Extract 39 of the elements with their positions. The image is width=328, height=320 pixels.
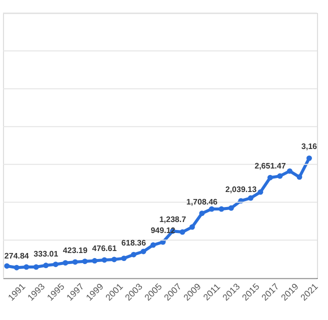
point bbox=[248, 195, 254, 201]
point bbox=[52, 262, 58, 268]
point bbox=[92, 258, 98, 264]
point bbox=[296, 174, 302, 180]
point bbox=[180, 229, 186, 235]
point bbox=[218, 206, 224, 212]
point bbox=[286, 168, 292, 174]
point bbox=[102, 257, 108, 263]
point bbox=[62, 260, 68, 266]
point bbox=[72, 259, 78, 265]
point bbox=[267, 174, 273, 180]
point bbox=[82, 258, 88, 264]
point bbox=[43, 262, 49, 268]
point bbox=[140, 248, 146, 254]
data-label: 1,238.7 bbox=[159, 215, 187, 224]
point bbox=[33, 264, 39, 270]
point bbox=[199, 210, 205, 216]
point bbox=[111, 256, 117, 262]
data-label: 2,651.47 bbox=[254, 162, 286, 171]
point bbox=[150, 242, 156, 248]
data-label: 2,039.13 bbox=[225, 184, 258, 194]
point bbox=[189, 224, 195, 230]
data-label: 333.01 bbox=[34, 249, 59, 258]
point bbox=[4, 263, 10, 269]
point bbox=[306, 155, 312, 161]
point bbox=[228, 205, 234, 211]
point bbox=[14, 264, 20, 270]
point bbox=[277, 173, 283, 179]
data-label: 423.19 bbox=[62, 246, 88, 255]
point bbox=[258, 189, 264, 195]
point bbox=[208, 206, 214, 212]
data-label: 274.84 bbox=[4, 252, 30, 261]
point bbox=[130, 252, 136, 258]
data-label: 1,708.46 bbox=[186, 197, 218, 206]
point bbox=[121, 256, 127, 262]
data-label: 476.61 bbox=[92, 244, 118, 253]
data-label: 618.36 bbox=[121, 238, 146, 248]
annotation: 3,16 bbox=[301, 142, 318, 152]
point bbox=[24, 264, 30, 270]
